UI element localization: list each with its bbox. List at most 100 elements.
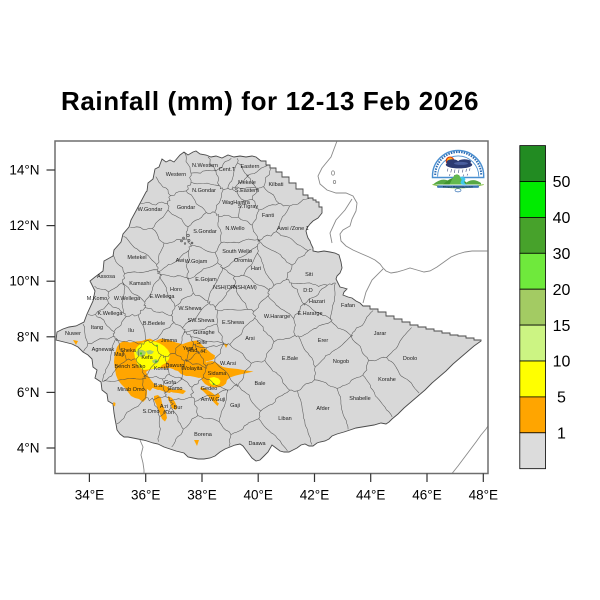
svg-text:Liban: Liban (278, 416, 291, 422)
svg-text:Nuwer: Nuwer (65, 331, 81, 337)
svg-text:48°E: 48°E (469, 488, 498, 503)
svg-text:N.Western: N.Western (192, 163, 218, 169)
svg-text:E.Wellega: E.Wellega (150, 294, 176, 300)
svg-text:Bale: Bale (254, 381, 265, 387)
svg-text:Dawuro: Dawuro (166, 363, 185, 369)
svg-text:Siti: Siti (305, 272, 313, 278)
svg-text:Sheka: Sheka (120, 348, 137, 354)
svg-text:Guraghe: Guraghe (193, 330, 214, 336)
svg-text:W.Arsi: W.Arsi (220, 361, 236, 367)
svg-text:E.Gojam: E.Gojam (195, 277, 217, 283)
svg-text:S.Omo: S.Omo (142, 409, 159, 415)
svg-text:Afder: Afder (316, 406, 329, 412)
svg-text:NSH(OR: NSH(OR (213, 285, 235, 291)
svg-text:South Wello: South Wello (222, 249, 252, 255)
svg-text:1: 1 (557, 426, 566, 443)
svg-text:Awsi /Zone 1: Awsi /Zone 1 (277, 226, 309, 232)
svg-text:34°E: 34°E (75, 488, 104, 503)
svg-text:W.Gondar: W.Gondar (138, 207, 163, 213)
svg-text:Fanti: Fanti (262, 213, 274, 219)
svg-text:Eastern: Eastern (241, 164, 260, 170)
svg-text:12°N: 12°N (9, 218, 39, 233)
svg-text:Shabelle: Shabelle (349, 396, 370, 402)
svg-text:Jimma: Jimma (161, 338, 178, 344)
svg-text:Gedeo: Gedeo (201, 386, 218, 392)
svg-text:W.Shewa: W.Shewa (178, 306, 202, 312)
svg-text:Arsi: Arsi (245, 336, 254, 342)
svg-text:K.Wellega: K.Wellega (98, 311, 124, 317)
svg-text:Fafan: Fafan (341, 303, 355, 309)
svg-text:Sidama: Sidama (208, 371, 228, 377)
svg-text:Silte: Silte (197, 340, 208, 346)
svg-text:NSH(AM): NSH(AM) (233, 285, 257, 291)
svg-text:S.Tigray: S.Tigray (238, 204, 259, 210)
svg-text:4°N: 4°N (17, 441, 40, 456)
svg-text:Ethiopian Meteorology Institut: Ethiopian Meteorology Institute (443, 186, 474, 189)
svg-text:Mekele: Mekele (238, 180, 256, 186)
svg-text:N.Gondar: N.Gondar (192, 188, 216, 194)
svg-text:10: 10 (553, 354, 571, 371)
svg-text:N.Wello: N.Wello (225, 226, 244, 232)
svg-text:Had.: Had. (187, 348, 199, 354)
svg-text:M.Komo: M.Komo (87, 296, 107, 302)
svg-text:B.Bedele: B.Bedele (143, 321, 165, 327)
svg-text:Horo: Horo (170, 287, 182, 293)
svg-text:Nogob: Nogob (333, 359, 349, 365)
svg-text:Agnewak: Agnewak (92, 347, 115, 353)
svg-text:Gamo: Gamo (168, 386, 183, 392)
svg-text:Ilu: Ilu (128, 328, 134, 334)
svg-text:D:D: D:D (303, 288, 313, 294)
svg-text:15: 15 (553, 318, 571, 335)
svg-text:Borena: Borena (194, 432, 213, 438)
svg-text:B:a: B:a (154, 383, 163, 389)
svg-text:40: 40 (553, 210, 571, 227)
svg-text:Daawa: Daawa (248, 441, 266, 447)
svg-text:46°E: 46°E (412, 488, 441, 503)
svg-text:38°E: 38°E (187, 488, 216, 503)
svg-text:WagHamra: WagHamra (222, 200, 251, 206)
svg-text:Western: Western (166, 172, 186, 178)
svg-text:Kilbati: Kilbati (269, 182, 284, 188)
svg-text:Maji: Maji (114, 352, 124, 358)
svg-text:H.: H. (201, 349, 207, 355)
svg-text:Assosa: Assosa (97, 274, 116, 280)
svg-text:8°N: 8°N (17, 329, 40, 344)
svg-text:E.Shewa: E.Shewa (222, 320, 245, 326)
svg-text:Hazari: Hazari (309, 299, 325, 305)
svg-text:Cent.T: Cent.T (219, 167, 236, 173)
svg-text:14°N: 14°N (9, 163, 39, 178)
svg-text:Mirab Omo: Mirab Omo (117, 387, 144, 393)
svg-text:Hari: Hari (251, 266, 261, 272)
svg-text:10°N: 10°N (9, 274, 39, 289)
svg-text:W.Wellega: W.Wellega (114, 296, 141, 302)
svg-text:Doolo: Doolo (403, 356, 417, 362)
svg-text:44°E: 44°E (356, 488, 385, 503)
svg-text:W.Hararge: W.Hararge (264, 314, 290, 320)
svg-text:Bur: Bur (174, 405, 183, 411)
svg-text:Bench Shiko: Bench Shiko (115, 364, 146, 370)
svg-text:Kamashi: Kamashi (129, 281, 150, 287)
svg-text:S.Gondar: S.Gondar (193, 229, 217, 235)
svg-text:50: 50 (553, 174, 571, 191)
svg-text:S.Eastern: S.Eastern (235, 188, 259, 194)
svg-text:E.Bale: E.Bale (282, 356, 298, 362)
svg-text:W.Gojam: W.Gojam (185, 259, 208, 265)
svg-text:E.Hararge: E.Hararge (297, 311, 322, 317)
svg-text:Wolayita: Wolayita (182, 366, 204, 372)
svg-text:Metekel: Metekel (127, 255, 146, 261)
svg-text:Kefa: Kefa (141, 355, 153, 361)
svg-text:Yem: Yem (183, 346, 194, 352)
svg-text:Gaji: Gaji (230, 403, 240, 409)
svg-text:Oromia: Oromia (234, 258, 253, 264)
svg-text:40°E: 40°E (243, 488, 272, 503)
svg-text:36°E: 36°E (131, 488, 160, 503)
svg-text:Kon: Kon (164, 410, 174, 416)
svg-text:5: 5 (557, 390, 566, 407)
svg-text:Erer: Erer (318, 338, 329, 344)
svg-text:Gondar: Gondar (177, 205, 196, 211)
svg-text:Jarar: Jarar (374, 331, 387, 337)
svg-text:6°N: 6°N (17, 385, 40, 400)
svg-text:Itang: Itang (91, 325, 103, 331)
svg-text:AmW.Guji: AmW.Guji (201, 397, 225, 403)
svg-text:Korahe: Korahe (378, 377, 396, 383)
